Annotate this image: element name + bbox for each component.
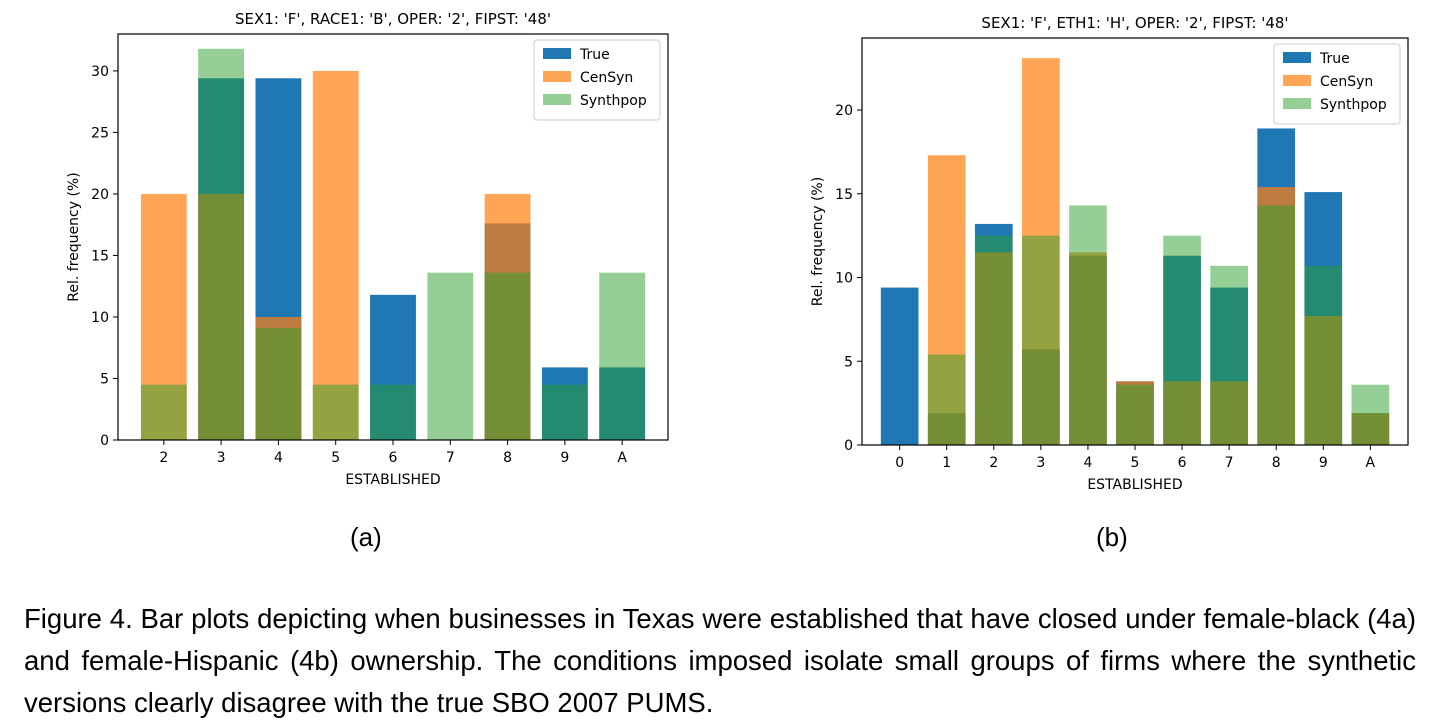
chart-a-ytick-label: 30	[91, 64, 109, 80]
chart-b-bar-synthpop-A	[1351, 384, 1390, 445]
chart-a-ytick-label: 20	[91, 187, 109, 203]
chart-a-title: SEX1: 'F', RACE1: 'B', OPER: '2', FIPST:…	[235, 10, 551, 28]
chart-a-xtick-label: A	[617, 450, 627, 466]
chart-b-bar-synthpop-6	[1163, 235, 1201, 445]
chart-b-bar-synthpop-3	[1022, 235, 1060, 445]
chart-b-bar-synthpop-5	[1116, 384, 1154, 445]
chart-a-legend-swatch-censyn	[543, 71, 571, 82]
chart-b-bar-synthpop-2	[974, 235, 1013, 445]
chart-b-xtick-label: 1	[942, 455, 951, 471]
chart-a-bar-synthpop-2	[140, 384, 187, 440]
chart-b-legend-swatch-synthpop	[1283, 98, 1311, 109]
chart-b-legend-swatch-censyn	[1283, 75, 1311, 86]
chart-a-ylabel: Rel. frequency (%)	[66, 172, 82, 301]
chart-a-legend-label-censyn: CenSyn	[580, 70, 633, 86]
chart-b-ytick-label: 0	[844, 438, 853, 454]
chart-a-ytick-label: 15	[91, 248, 109, 264]
chart-a-legend-swatch-synthpop	[543, 94, 571, 105]
chart-a-bar-synthpop-5	[312, 384, 359, 440]
chart-a-legend-label-synthpop: Synthpop	[580, 93, 647, 109]
chart-a-legend-swatch-true	[543, 48, 571, 59]
chart-b: 0 5 10 15 20 0 1 2 3 4 5 6 7 8 9 A SEX1: 'F', ETH1: 'H',…	[810, 14, 1409, 493]
chart-b-xtick-label: 7	[1225, 455, 1234, 471]
chart-b-xtick-label: 8	[1272, 455, 1281, 471]
figure-caption: Figure 4. Bar plots depicting when busin…	[24, 603, 1416, 718]
chart-a-legend-label-true: True	[579, 47, 610, 63]
chart-b-ytick-label: 5	[844, 354, 853, 370]
chart-a-xtick-label: 5	[331, 450, 340, 466]
chart-a-bar-synthpop-A	[599, 272, 646, 440]
chart-b-legend-label-censyn: CenSyn	[1320, 74, 1373, 90]
chart-b-ytick-label: 20	[835, 103, 853, 119]
chart-b-bar-synthpop-8	[1257, 205, 1296, 445]
chart-a-xtick-label: 6	[389, 450, 398, 466]
panel-label-b: (b)	[1096, 522, 1128, 552]
chart-b-xtick-label: 4	[1083, 455, 1092, 471]
chart-a-xtick-label: 3	[217, 450, 226, 466]
chart-b-xtick-label: 0	[895, 455, 904, 471]
chart-a-bar-synthpop-3	[198, 48, 245, 440]
chart-b-xtick-label: 6	[1178, 455, 1187, 471]
chart-b-xlabel: ESTABLISHED	[1087, 477, 1182, 493]
chart-b-legend-label-synthpop: Synthpop	[1320, 97, 1387, 113]
chart-a-xlabel: ESTABLISHED	[345, 472, 440, 488]
chart-b-xtick-label: 3	[1036, 455, 1045, 471]
chart-a-xtick-label: 4	[274, 450, 283, 466]
chart-b-ytick-label: 15	[835, 187, 853, 203]
chart-b-bar-true-0	[880, 287, 919, 445]
chart-a-bar-censyn-5	[312, 70, 359, 440]
chart-b-ytick-label: 10	[835, 271, 853, 287]
chart-b-xtick-label: 9	[1319, 455, 1328, 471]
chart-a-xtick-label: 8	[503, 450, 512, 466]
chart-a-bar-synthpop-8	[484, 272, 531, 440]
chart-b-bar-synthpop-4	[1069, 205, 1107, 445]
chart-a-bar-synthpop-4	[255, 328, 302, 440]
chart-b-xtick-label: 2	[989, 455, 998, 471]
chart-b-bar-synthpop-1	[927, 354, 966, 445]
chart-a-ytick-label: 5	[100, 371, 109, 387]
chart-b-ylabel: Rel. frequency (%)	[810, 177, 826, 306]
chart-b-bar-synthpop-7	[1210, 265, 1248, 445]
panel-label-a: (a)	[350, 522, 382, 552]
chart-b-bar-synthpop-9	[1304, 265, 1343, 445]
chart-a-ytick-label: 10	[91, 310, 109, 326]
chart-a-bar-synthpop-7	[427, 272, 474, 440]
chart-a: 0 5 10 15 20 25 30 2 3 4 5 6 7 8 9 A SEX1: 'F', RACE1: '…	[66, 10, 669, 488]
chart-a-ytick-label: 25	[91, 125, 109, 141]
chart-a-bar-synthpop-6	[370, 384, 416, 440]
chart-b-xtick-label: A	[1366, 455, 1376, 471]
chart-a-xtick-label: 7	[446, 450, 455, 466]
chart-a-ytick-label: 0	[100, 433, 109, 449]
chart-b-title: SEX1: 'F', ETH1: 'H', OPER: '2', FIPST: …	[981, 14, 1288, 32]
chart-a-bar-synthpop-9	[541, 384, 588, 440]
chart-b-xtick-label: 5	[1131, 455, 1140, 471]
chart-b-legend-label-true: True	[1319, 51, 1350, 67]
chart-a-xtick-label: 9	[560, 450, 569, 466]
chart-b-legend-swatch-true	[1283, 52, 1311, 63]
chart-a-xtick-label: 2	[159, 450, 168, 466]
